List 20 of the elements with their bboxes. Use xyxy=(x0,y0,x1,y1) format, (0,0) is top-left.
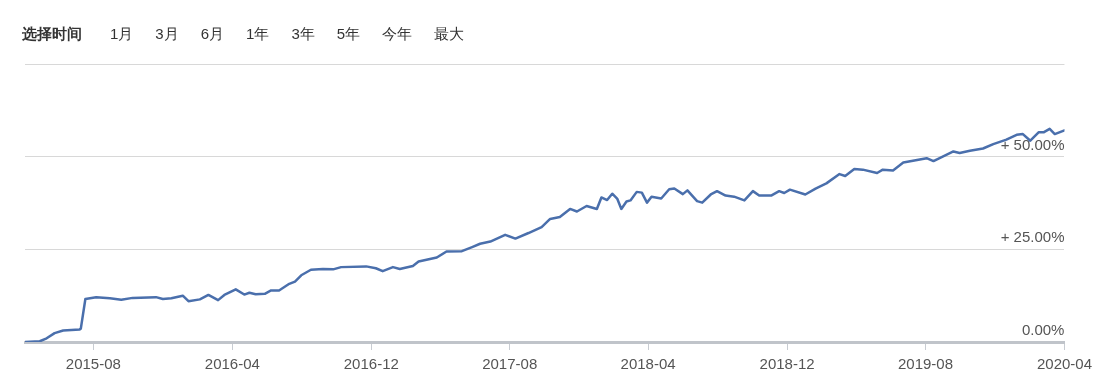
text: 选择时间 xyxy=(22,23,83,44)
x-tick-label: 2016-04 xyxy=(204,355,260,373)
text: 1月 xyxy=(109,23,135,44)
text: 5年 xyxy=(335,23,362,44)
x-tick-label: 2018-12 xyxy=(759,355,815,373)
text: 1年 xyxy=(245,23,271,44)
text: 最大 xyxy=(433,23,466,44)
x-tick-label: 2016-12 xyxy=(343,355,399,373)
x-tick-label: 2015-08 xyxy=(65,355,121,373)
text: 今年 xyxy=(381,23,414,44)
text: 3月 xyxy=(154,23,180,44)
text: 3年 xyxy=(290,23,316,44)
x-tick-label: 2018-04 xyxy=(620,355,676,373)
y-tick-label: + 50.00% xyxy=(1000,135,1065,153)
x-tick-label: 2019-08 xyxy=(897,355,954,373)
y-tick-label: 0.00% xyxy=(1021,321,1065,339)
x-tick-label: 2017-08 xyxy=(482,355,538,373)
text: 6月 xyxy=(199,23,226,44)
y-tick-label: + 25.00% xyxy=(1000,228,1065,246)
x-tick-label: 2020-04 xyxy=(1036,355,1093,373)
